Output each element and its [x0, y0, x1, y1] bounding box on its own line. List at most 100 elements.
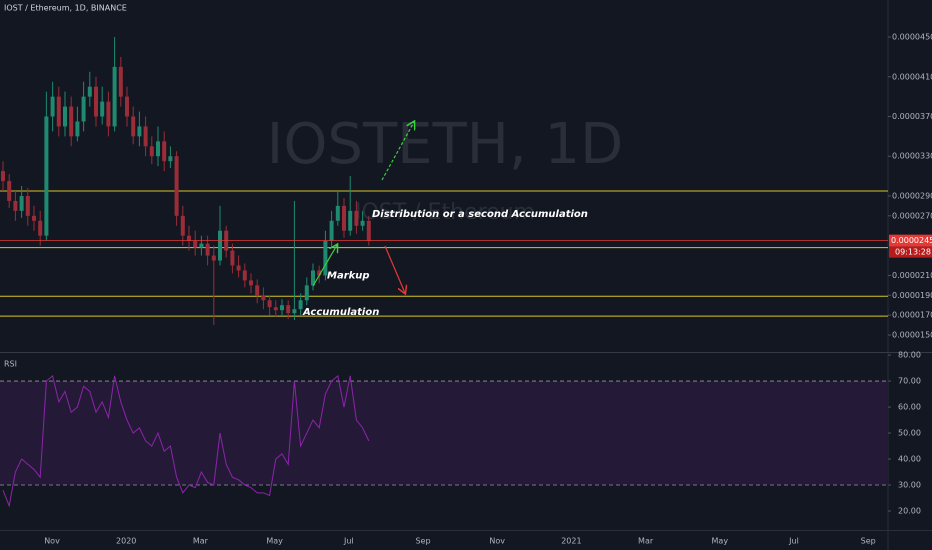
- y-tick-label: 0.00003700: [892, 112, 932, 121]
- candle-body: [261, 295, 266, 301]
- candle-body: [360, 220, 365, 226]
- watermark: IOSTETH, 1D: [267, 112, 623, 177]
- rsi-y-tick-label: 80.00: [898, 351, 921, 360]
- candle-body: [335, 205, 340, 221]
- candle-body: [255, 285, 260, 296]
- arrow-up: [381, 122, 414, 181]
- candle-body: [143, 126, 148, 147]
- candle-body: [162, 141, 167, 162]
- candle-body: [354, 210, 359, 226]
- countdown-tag: [889, 246, 932, 258]
- price-pane: Distribution or a second Accumulation Mar…: [0, 37, 888, 326]
- y-tick-label: 0.00001500: [892, 331, 932, 340]
- rsi-pane: [0, 374, 888, 508]
- candle-body: [69, 106, 74, 137]
- x-tick-label: Nov: [44, 537, 60, 546]
- candle-body: [94, 86, 98, 117]
- candle-body: [118, 66, 123, 97]
- x-tick-label: 2021: [561, 537, 581, 546]
- candle-body: [199, 243, 204, 248]
- y-tick-label: 0.00001700: [892, 311, 932, 320]
- candle-body: [280, 305, 284, 311]
- x-tick-label: Mar: [193, 537, 209, 546]
- rsi-y-tick-label: 70.00: [898, 377, 921, 386]
- x-tick-label: May: [712, 537, 729, 546]
- x-tick-label: Mar: [638, 537, 654, 546]
- candle-body: [13, 200, 18, 211]
- y-tick-label: 0.00001900: [892, 291, 932, 300]
- candle-body: [44, 116, 49, 236]
- y-tick-label: 0.00002100: [892, 271, 932, 280]
- annotation: Markup: [327, 270, 370, 281]
- candle-body: [236, 265, 241, 271]
- y-tick-label: 0.00003300: [892, 152, 932, 161]
- rsi-line: [2, 374, 370, 508]
- candle-body: [205, 243, 210, 256]
- x-tick-label: 2020: [116, 537, 136, 546]
- rsi-y-tick-label: 60.00: [898, 403, 921, 412]
- candle-body: [125, 96, 129, 117]
- candle-body: [193, 240, 198, 248]
- x-tick-label: Jul: [343, 537, 354, 546]
- candle-body: [348, 210, 353, 231]
- candle-body: [25, 195, 30, 216]
- candle-body: [56, 96, 61, 127]
- rsi-y-tick-label: 40.00: [898, 455, 921, 464]
- candle-body: [249, 280, 253, 286]
- candle-body: [19, 195, 24, 211]
- candle-body: [87, 86, 92, 97]
- candle-body: [286, 305, 291, 314]
- y-tick-label: 0.00002700: [892, 211, 932, 220]
- candle-body: [273, 307, 278, 311]
- x-tick-label: Jul: [788, 537, 799, 546]
- candle-body: [174, 156, 179, 216]
- candle-body: [230, 250, 235, 266]
- y-tick-label: 0.00002900: [892, 191, 932, 200]
- candle-body: [187, 235, 191, 241]
- candle-body: [180, 215, 185, 236]
- annotation: Distribution or a second Accumulation: [372, 209, 588, 220]
- candle-body: [267, 300, 272, 308]
- candle-body: [156, 141, 160, 157]
- candle-body: [323, 240, 328, 276]
- arrow-down: [384, 245, 405, 293]
- candle-body: [292, 309, 297, 314]
- markup-arrow: [312, 245, 337, 287]
- candle-body: [211, 255, 216, 261]
- countdown-label: 09:13:28: [895, 248, 931, 257]
- x-tick-label: Sep: [415, 537, 430, 546]
- annotation: Accumulation: [302, 307, 379, 318]
- rsi-band: [0, 381, 888, 486]
- candle-body: [75, 121, 80, 137]
- candle-body: [131, 116, 136, 137]
- candle-body: [112, 66, 117, 127]
- rsi-label: RSI: [4, 360, 17, 369]
- y-tick-label: 0.00004500: [892, 33, 932, 42]
- x-tick-label: Sep: [861, 537, 876, 546]
- y-tick-label: 0.00004100: [892, 72, 932, 81]
- x-tick-label: Nov: [489, 537, 505, 546]
- candle-body: [106, 101, 111, 127]
- candle-body: [149, 146, 154, 157]
- rsi-y-tick-label: 30.00: [898, 481, 921, 490]
- rsi-y-tick-label: 20.00: [898, 507, 921, 516]
- candle-body: [218, 230, 222, 261]
- candle-body: [304, 285, 309, 301]
- candle-body: [317, 270, 322, 276]
- candle-body: [63, 106, 67, 127]
- candle-body: [7, 181, 12, 201]
- candle-body: [168, 156, 173, 162]
- candle-body: [311, 270, 315, 286]
- candle-body: [366, 220, 371, 241]
- candle-body: [342, 205, 346, 231]
- candle-body: [137, 126, 142, 137]
- candle-body: [329, 220, 334, 241]
- candle-body: [100, 101, 105, 117]
- candle-body: [50, 96, 55, 117]
- candle-body: [32, 215, 36, 221]
- candle-body: [242, 270, 247, 281]
- last-price-tag: [889, 234, 932, 247]
